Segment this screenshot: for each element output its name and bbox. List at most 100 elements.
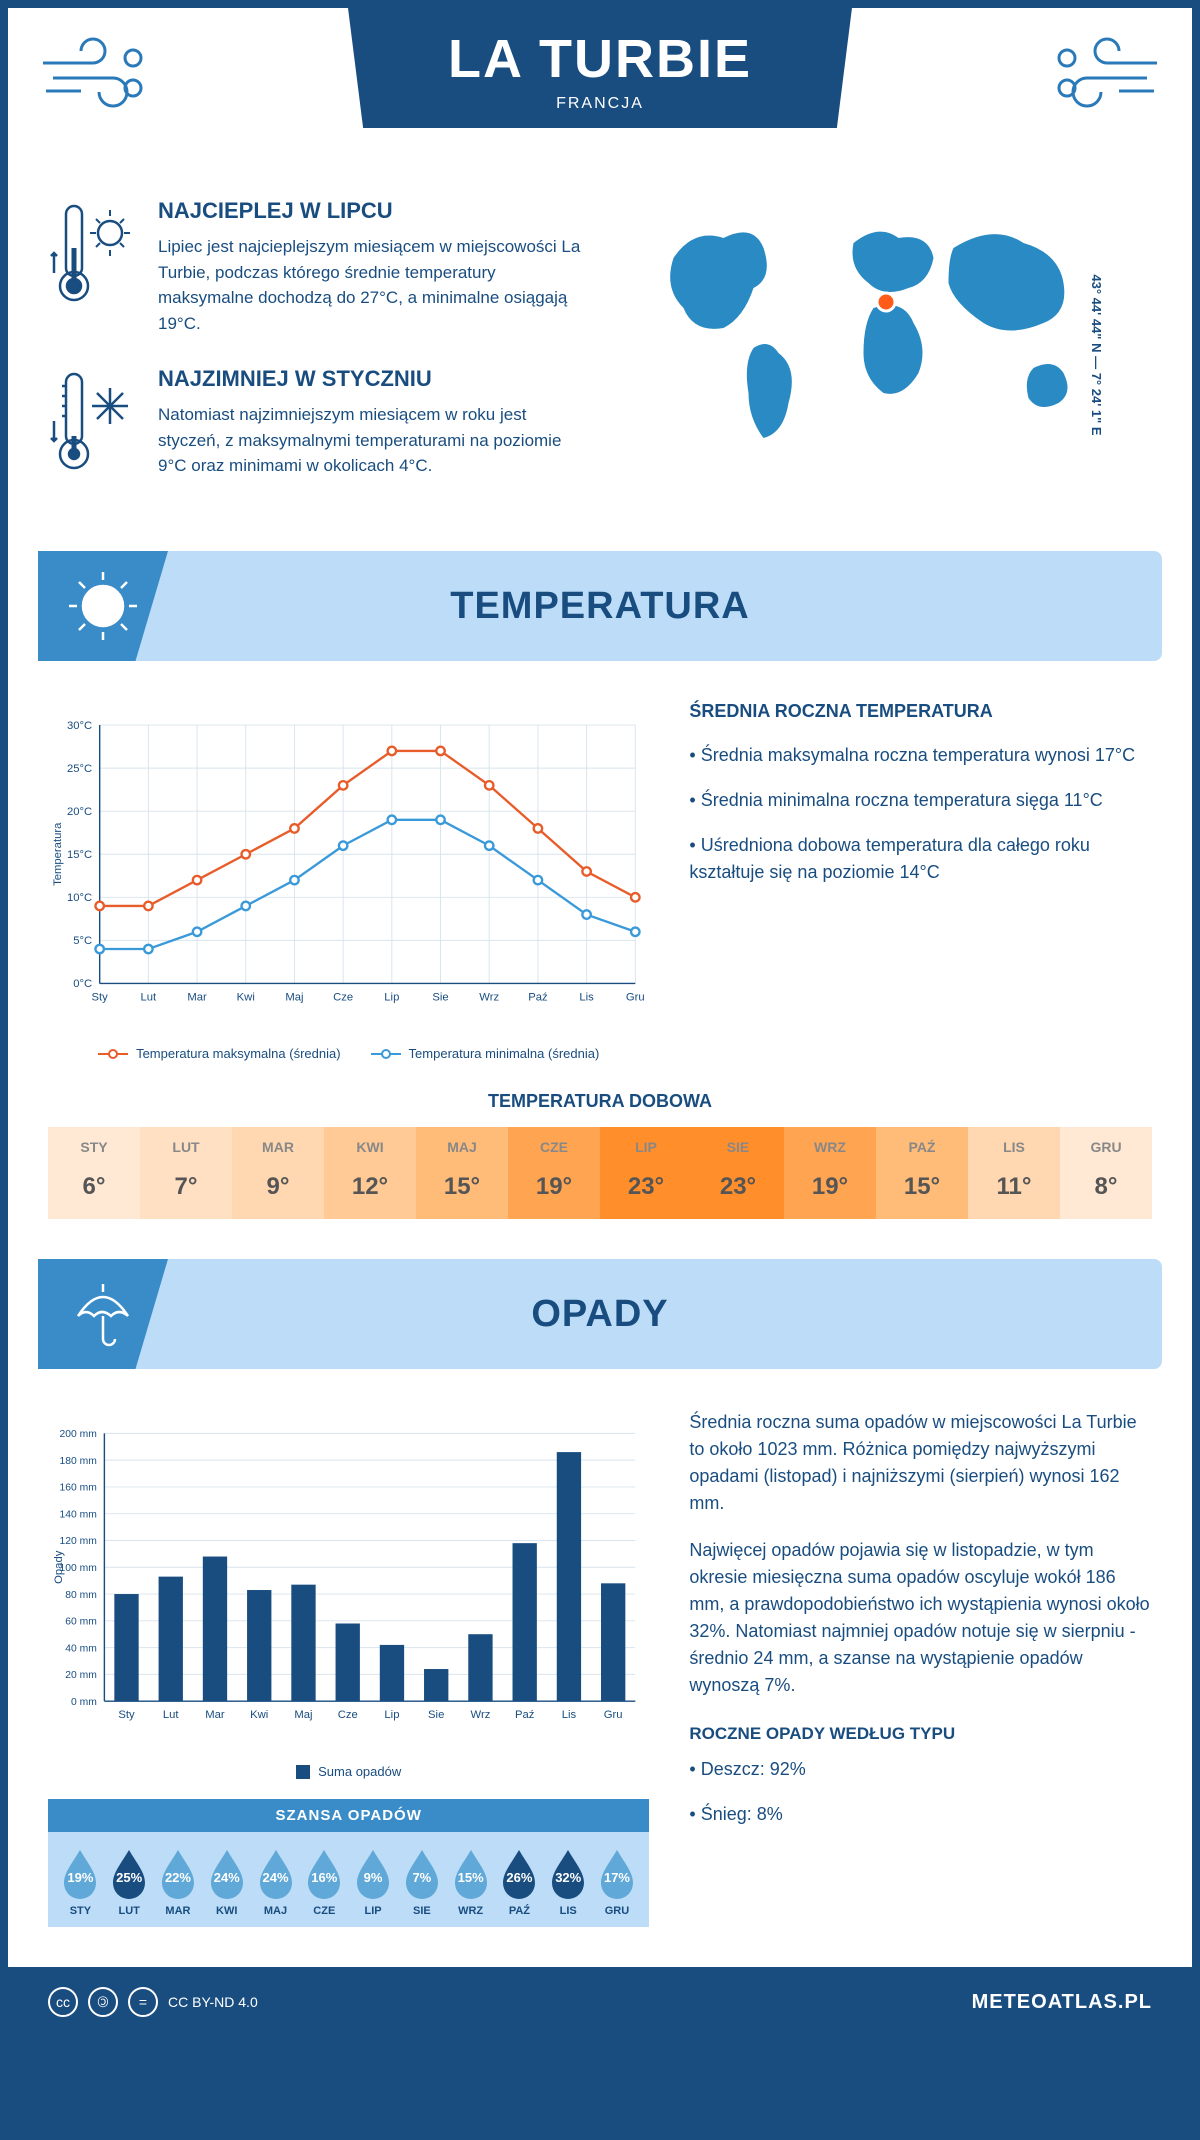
temp-chart-legend: Temperatura maksymalna (średnia) Tempera…: [48, 1046, 649, 1061]
raindrop-icon: 32%: [547, 1847, 589, 1899]
precip-type-title: ROCZNE OPADY WEDŁUG TYPU: [689, 1724, 1152, 1744]
section-header-temperature: TEMPERATURA: [38, 551, 1162, 661]
chance-cell: 7% SIE: [399, 1847, 444, 1917]
wind-icon-left: [38, 33, 158, 118]
svg-text:15°C: 15°C: [67, 849, 92, 861]
fact-cold-text: Natomiast najzimniejszym miesiącem w rok…: [158, 402, 585, 479]
svg-text:Kwi: Kwi: [250, 1709, 268, 1721]
raindrop-icon: 17%: [596, 1847, 638, 1899]
footer: cc 🄯 = CC BY-ND 4.0 METEOATLAS.PL: [8, 1967, 1192, 2037]
svg-text:Maj: Maj: [285, 991, 303, 1003]
svg-text:Cze: Cze: [333, 991, 353, 1003]
annual-temp-title: ŚREDNIA ROCZNA TEMPERATURA: [689, 701, 1152, 722]
daily-temp-title: TEMPERATURA DOBOWA: [48, 1091, 1152, 1112]
svg-text:10°C: 10°C: [67, 892, 92, 904]
header: LA TURBIE FRANCJA: [8, 8, 1192, 178]
daily-temp-cell: MAR9°: [232, 1127, 324, 1219]
daily-temp-cell: SIE23°: [692, 1127, 784, 1219]
svg-text:30°C: 30°C: [67, 720, 92, 732]
chance-cell: 24% KWI: [204, 1847, 249, 1917]
svg-text:Sie: Sie: [432, 991, 448, 1003]
chance-cell: 22% MAR: [156, 1847, 201, 1917]
svg-text:20 mm: 20 mm: [65, 1670, 97, 1681]
raindrop-icon: 25%: [108, 1847, 150, 1899]
license-text: CC BY-ND 4.0: [168, 1994, 258, 2010]
coordinates: 43° 44' 44" N — 7° 24' 1" E: [1089, 274, 1104, 435]
chance-cell: 16% CZE: [302, 1847, 347, 1917]
svg-text:Lip: Lip: [384, 1709, 399, 1721]
chance-cell: 24% MAJ: [253, 1847, 298, 1917]
daily-temp-cell: PAŹ15°: [876, 1127, 968, 1219]
precip-type-item: Deszcz: 92%: [689, 1756, 1152, 1783]
svg-text:Maj: Maj: [294, 1709, 312, 1721]
svg-text:5°C: 5°C: [73, 935, 92, 947]
world-map: [615, 198, 1152, 458]
cc-icon: cc: [48, 1987, 78, 2017]
legend-precip: Suma opadów: [318, 1764, 401, 1779]
chance-cell: 25% LUT: [107, 1847, 152, 1917]
raindrop-icon: 15%: [450, 1847, 492, 1899]
raindrop-icon: 7%: [401, 1847, 443, 1899]
svg-text:180 mm: 180 mm: [60, 1456, 97, 1467]
svg-text:Gru: Gru: [626, 991, 645, 1003]
chance-cell: 32% LIS: [546, 1847, 591, 1917]
raindrop-icon: 19%: [59, 1847, 101, 1899]
daily-temp-cell: LIS11°: [968, 1127, 1060, 1219]
city-title: LA TURBIE: [448, 28, 752, 90]
svg-text:200 mm: 200 mm: [60, 1429, 97, 1440]
fact-hottest: NAJCIEPLEJ W LIPCU Lipiec jest najcieple…: [48, 198, 585, 336]
svg-text:Mar: Mar: [205, 1709, 225, 1721]
svg-text:Lut: Lut: [141, 991, 158, 1003]
precip-type-list: Deszcz: 92%Śnieg: 8%: [689, 1756, 1152, 1828]
svg-text:160 mm: 160 mm: [60, 1483, 97, 1494]
chance-cell: 17% GRU: [595, 1847, 640, 1917]
daily-temp-cell: GRU8°: [1060, 1127, 1152, 1219]
precip-para2: Najwięcej opadów pojawia się w listopadz…: [689, 1537, 1152, 1699]
intro-section: NAJCIEPLEJ W LIPCU Lipiec jest najcieple…: [8, 178, 1192, 551]
nd-icon: =: [128, 1987, 158, 2017]
chance-cell: 15% WRZ: [448, 1847, 493, 1917]
svg-text:20°C: 20°C: [67, 806, 92, 818]
svg-text:60 mm: 60 mm: [65, 1617, 97, 1628]
svg-text:Lip: Lip: [384, 991, 399, 1003]
annual-temp-bullets: Średnia maksymalna roczna temperatura wy…: [689, 742, 1152, 886]
section-header-precip: OPADY: [38, 1259, 1162, 1369]
svg-text:Sie: Sie: [428, 1709, 444, 1721]
svg-text:Wrz: Wrz: [479, 991, 499, 1003]
fact-hot-text: Lipiec jest najcieplejszym miesiącem w m…: [158, 234, 585, 336]
svg-text:140 mm: 140 mm: [60, 1509, 97, 1520]
wind-icon-right: [1042, 33, 1162, 118]
sun-icon: [38, 551, 168, 661]
precipitation-bar-chart: 0 mm20 mm40 mm60 mm80 mm100 mm120 mm140 …: [48, 1409, 649, 1749]
svg-text:Paź: Paź: [515, 1709, 535, 1721]
raindrop-icon: 26%: [498, 1847, 540, 1899]
fact-hot-title: NAJCIEPLEJ W LIPCU: [158, 198, 585, 224]
temp-bullet: Średnia maksymalna roczna temperatura wy…: [689, 742, 1152, 769]
chance-cell: 9% LIP: [351, 1847, 396, 1917]
legend-max: Temperatura maksymalna (średnia): [136, 1046, 340, 1061]
svg-text:Lis: Lis: [562, 1709, 577, 1721]
daily-temp-cell: WRZ19°: [784, 1127, 876, 1219]
svg-text:120 mm: 120 mm: [60, 1536, 97, 1547]
precip-chance-table: SZANSA OPADÓW 19% STY 25% LUT 22% MAR 24…: [48, 1799, 649, 1927]
svg-text:Lis: Lis: [579, 991, 594, 1003]
raindrop-icon: 9%: [352, 1847, 394, 1899]
svg-text:Sty: Sty: [92, 991, 109, 1003]
daily-temp-cell: CZE19°: [508, 1127, 600, 1219]
fact-cold-title: NAJZIMNIEJ W STYCZNIU: [158, 366, 585, 392]
raindrop-icon: 24%: [255, 1847, 297, 1899]
country-label: FRANCJA: [448, 95, 752, 113]
svg-text:Sty: Sty: [118, 1709, 135, 1721]
thermometer-sun-icon: [48, 198, 138, 336]
svg-text:Temperatura: Temperatura: [52, 822, 64, 886]
svg-text:80 mm: 80 mm: [65, 1590, 97, 1601]
svg-text:Paź: Paź: [528, 991, 548, 1003]
fact-coldest: NAJZIMNIEJ W STYCZNIU Natomiast najzimni…: [48, 366, 585, 481]
svg-text:Opady: Opady: [53, 1550, 65, 1584]
raindrop-icon: 24%: [206, 1847, 248, 1899]
daily-temp-cell: LUT7°: [140, 1127, 232, 1219]
daily-temp-cell: MAJ15°: [416, 1127, 508, 1219]
title-banner: LA TURBIE FRANCJA: [348, 8, 852, 128]
daily-temp-cell: STY6°: [48, 1127, 140, 1219]
svg-text:25°C: 25°C: [67, 763, 92, 775]
